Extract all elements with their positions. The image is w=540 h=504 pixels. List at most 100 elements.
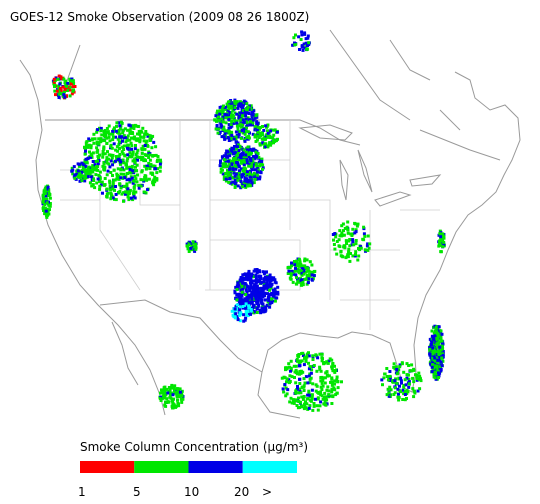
smoke-pixel (119, 135, 123, 139)
smoke-pixel (89, 175, 93, 179)
smoke-pixel (170, 399, 174, 402)
smoke-pixel (351, 254, 355, 258)
smoke-pixel (185, 242, 189, 246)
smoke-pixel (145, 143, 149, 147)
smoke-pixel (245, 135, 249, 139)
smoke-pixel (231, 180, 235, 184)
smoke-pixel (362, 225, 366, 229)
smoke-pixel (230, 146, 234, 150)
smoke-pixel (250, 301, 254, 305)
smoke-pixel (145, 139, 149, 143)
smoke-pixel (226, 168, 229, 172)
smoke-pixel (239, 136, 243, 140)
smoke-pixel (136, 132, 139, 136)
smoke-pixel (227, 130, 231, 134)
smoke-pixel (367, 246, 371, 250)
smoke-pixel (111, 138, 115, 142)
smoke-pixel (340, 380, 343, 384)
smoke-pixel (407, 364, 411, 367)
smoke-pixel (233, 316, 237, 320)
smoke-pixel (305, 402, 309, 406)
smoke-pixel (128, 154, 132, 158)
smoke-pixel (259, 125, 262, 129)
smoke-pixel (289, 396, 293, 400)
smoke-pixel (249, 157, 253, 161)
smoke-pixel (239, 161, 243, 165)
smoke-pixel (300, 395, 304, 399)
smoke-pixel (42, 207, 46, 211)
smoke-pixel (320, 359, 324, 363)
smoke-pixel (60, 92, 64, 96)
smoke-pixel (168, 393, 172, 397)
smoke-pixel (48, 204, 52, 208)
smoke-pixel (115, 157, 119, 161)
smoke-pixel (314, 353, 318, 357)
smoke-pixel (99, 126, 103, 130)
smoke-pixel (304, 270, 308, 274)
smoke-pixel (402, 384, 406, 387)
smoke-pixel (268, 284, 272, 288)
smoke-pixel (337, 244, 341, 248)
smoke-pixel (136, 148, 140, 152)
smoke-pixel (347, 239, 351, 243)
smoke-pixel (253, 177, 257, 181)
smoke-pixel (349, 252, 352, 255)
smoke-pixel (292, 272, 296, 276)
smoke-pixel (128, 178, 132, 182)
smoke-pixel (175, 387, 179, 391)
smoke-pixel (327, 389, 331, 393)
smoke-pixel (258, 164, 262, 168)
smoke-pixel (310, 396, 314, 400)
smoke-pixel (54, 76, 58, 80)
smoke-pixel (284, 366, 287, 370)
smoke-pixel (118, 146, 121, 150)
smoke-pixel (234, 172, 238, 176)
smoke-pixel (431, 352, 435, 356)
smoke-pixel (65, 94, 68, 98)
smoke-pixel (315, 404, 319, 408)
smoke-pixel (273, 278, 277, 282)
smoke-pixel (241, 281, 245, 285)
smoke-pixel (242, 155, 245, 159)
smoke-pixel (105, 127, 109, 130)
smoke-pixel (70, 92, 74, 96)
smoke-pixel (331, 395, 335, 399)
smoke-pixel (48, 208, 51, 212)
smoke-pixel (68, 79, 72, 83)
smoke-pixel (233, 178, 237, 182)
smoke-pixel (334, 235, 338, 239)
smoke-pixel (233, 291, 237, 295)
smoke-pixel (438, 365, 442, 369)
smoke-pixel (266, 131, 270, 135)
smoke-pixel (236, 145, 239, 149)
smoke-pixel (89, 168, 93, 172)
smoke-pixel (256, 152, 260, 155)
smoke-pixel (256, 121, 260, 125)
smoke-pixel (249, 108, 253, 111)
smoke-pixel (117, 191, 120, 194)
smoke-pixel (117, 131, 121, 135)
smoke-pixel (419, 379, 423, 383)
smoke-pixel (242, 313, 246, 317)
smoke-pixel (234, 183, 238, 187)
smoke-pixel (440, 364, 444, 368)
smoke-pixel (180, 389, 184, 393)
smoke-pixel (43, 203, 47, 206)
smoke-pixel (338, 234, 342, 238)
smoke-pixel (249, 123, 252, 127)
smoke-pixel (136, 158, 139, 162)
smoke-pixel (239, 295, 243, 299)
smoke-pixel (304, 41, 308, 45)
smoke-pixel (247, 306, 251, 310)
smoke-pixel (176, 401, 180, 405)
smoke-pixel (255, 311, 259, 314)
smoke-pixel (321, 397, 325, 401)
smoke-pixel (75, 172, 79, 176)
smoke-pixel (83, 179, 87, 183)
smoke-pixel (241, 273, 245, 277)
smoke-pixel (109, 159, 113, 163)
smoke-pixel (61, 85, 65, 89)
smoke-pixel (159, 399, 163, 402)
smoke-pixel (239, 288, 243, 292)
smoke-pixel (285, 380, 288, 384)
